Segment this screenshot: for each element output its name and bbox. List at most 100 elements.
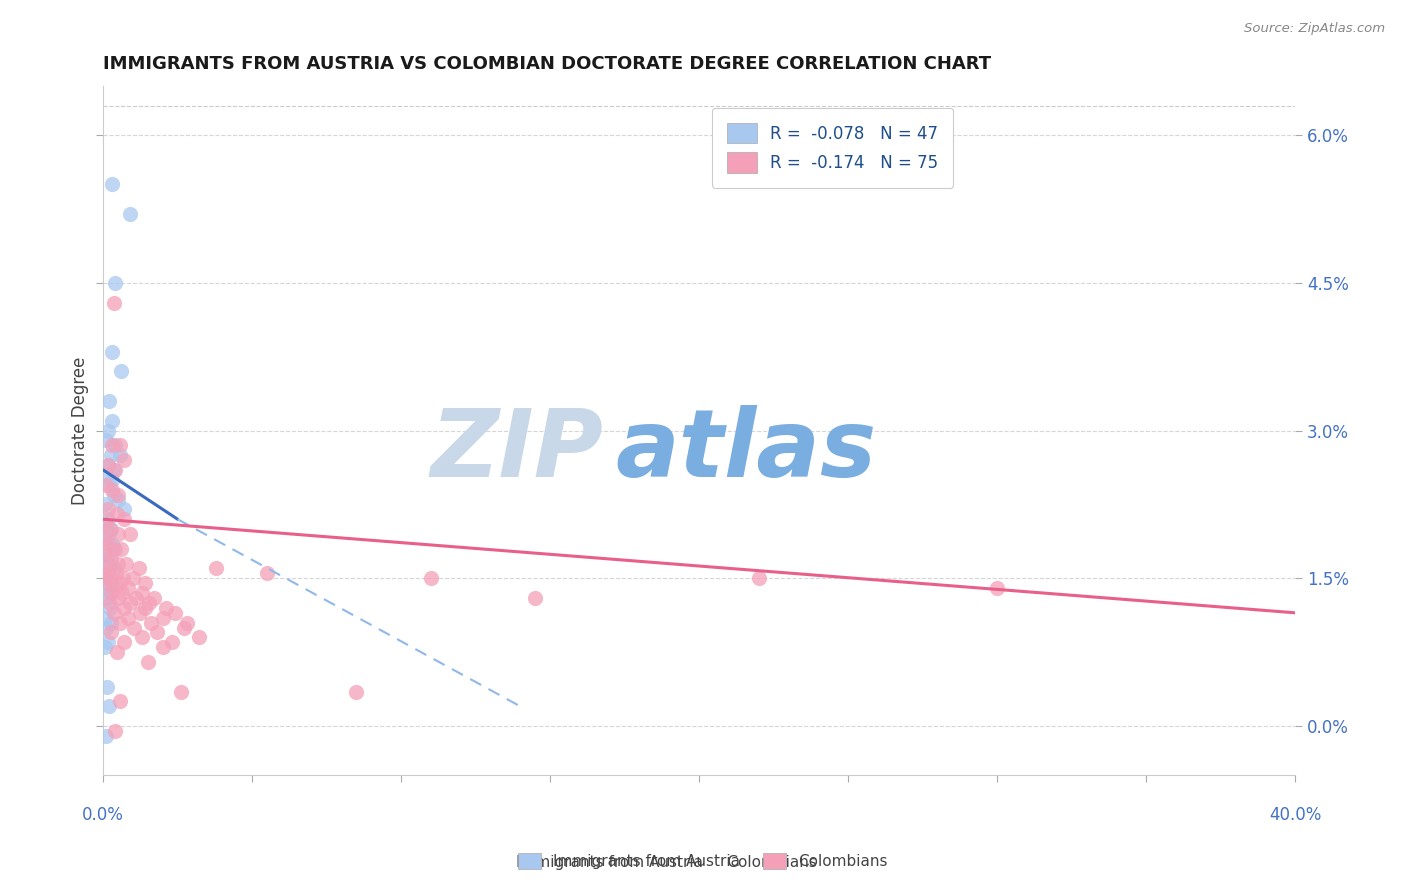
Point <box>105 645 128 659</box>
Point <box>139 615 162 630</box>
Point <box>112 635 135 649</box>
Point <box>111 586 134 600</box>
Text: Colombians: Colombians <box>703 855 817 870</box>
Point <box>131 586 153 600</box>
Point <box>419 571 441 585</box>
Point <box>104 566 127 581</box>
Point <box>98 699 121 714</box>
Point <box>93 561 115 575</box>
Point <box>524 591 547 605</box>
Point <box>98 477 121 491</box>
Point <box>94 467 117 482</box>
Point <box>97 547 120 561</box>
Point <box>110 364 132 378</box>
Point <box>94 611 117 625</box>
Point <box>114 557 136 571</box>
Point <box>187 631 209 645</box>
Point <box>94 547 117 561</box>
Point <box>986 581 1008 595</box>
Point <box>104 724 127 739</box>
Point <box>96 591 118 605</box>
Point <box>98 522 121 536</box>
Point <box>138 596 160 610</box>
Point <box>152 611 174 625</box>
Point <box>100 576 122 591</box>
Point <box>97 576 120 591</box>
Point <box>98 571 121 585</box>
Point <box>93 532 115 546</box>
Y-axis label: Doctorate Degree: Doctorate Degree <box>72 357 89 505</box>
Point <box>112 502 135 516</box>
Point <box>176 615 198 630</box>
Point <box>108 615 131 630</box>
Point <box>256 566 278 581</box>
Point <box>101 473 124 487</box>
Point <box>134 576 156 591</box>
Point <box>97 527 120 541</box>
Point <box>100 522 122 536</box>
Point <box>93 498 115 512</box>
Point <box>97 458 120 472</box>
Point <box>103 541 125 556</box>
Point <box>94 551 117 566</box>
Point <box>346 684 368 698</box>
Point <box>128 561 150 575</box>
Point <box>107 527 129 541</box>
Point <box>103 606 125 620</box>
Point <box>103 295 125 310</box>
Point <box>97 458 120 472</box>
Point <box>163 606 186 620</box>
Point <box>94 640 117 655</box>
Point <box>136 655 159 669</box>
Point <box>97 424 120 438</box>
Point <box>124 621 146 635</box>
Text: IMMIGRANTS FROM AUSTRIA VS COLOMBIAN DOCTORATE DEGREE CORRELATION CHART: IMMIGRANTS FROM AUSTRIA VS COLOMBIAN DOC… <box>103 55 991 73</box>
Point <box>100 551 122 566</box>
Point <box>96 571 118 585</box>
Legend: Immigrants from Austria, Colombians: Immigrants from Austria, Colombians <box>512 847 894 875</box>
Point <box>169 684 191 698</box>
Legend: R =  -0.078   N = 47, R =  -0.174   N = 75: R = -0.078 N = 47, R = -0.174 N = 75 <box>711 108 953 187</box>
Point <box>108 576 131 591</box>
Point <box>98 596 121 610</box>
Point <box>101 178 124 192</box>
Point <box>152 640 174 655</box>
Point <box>101 414 124 428</box>
Point <box>173 621 195 635</box>
Point <box>748 571 770 585</box>
Point <box>134 600 156 615</box>
Point <box>107 557 129 571</box>
Point <box>112 600 135 615</box>
Point <box>118 527 141 541</box>
Point <box>103 463 125 477</box>
Point <box>97 635 120 649</box>
Point <box>97 561 120 575</box>
Text: 40.0%: 40.0% <box>1268 805 1322 823</box>
Point <box>117 581 139 595</box>
Point <box>105 508 128 522</box>
Point <box>112 571 135 585</box>
Point <box>94 566 117 581</box>
Point <box>129 606 152 620</box>
Point <box>118 596 141 610</box>
Point <box>100 448 122 462</box>
Point <box>107 591 129 605</box>
Point <box>122 571 145 585</box>
Point <box>94 621 117 635</box>
Point <box>107 492 129 507</box>
Point <box>146 625 169 640</box>
Point <box>101 537 124 551</box>
Point <box>160 635 183 649</box>
Point <box>108 448 131 462</box>
Point <box>117 611 139 625</box>
Point <box>94 477 117 491</box>
Point <box>155 600 177 615</box>
Point <box>112 453 135 467</box>
Text: Immigrants from Austria: Immigrants from Austria <box>516 855 703 870</box>
Point <box>100 625 122 640</box>
Point <box>93 532 115 546</box>
Text: 0.0%: 0.0% <box>82 805 124 823</box>
Point <box>103 581 125 595</box>
Point <box>97 537 120 551</box>
Point <box>101 483 124 497</box>
